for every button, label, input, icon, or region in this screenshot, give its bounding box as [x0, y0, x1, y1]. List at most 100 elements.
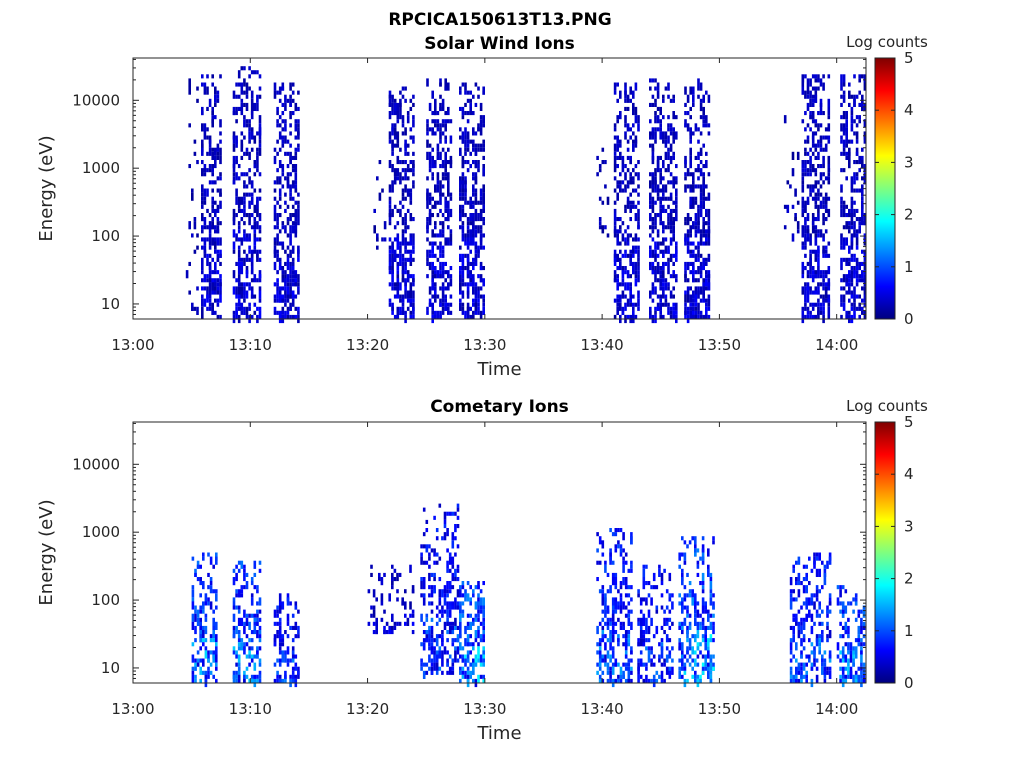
heatmap-cell [482, 233, 485, 238]
heatmap-cell [291, 90, 295, 95]
heatmap-cell [697, 139, 700, 144]
heatmap-cell [232, 270, 236, 279]
heatmap-cell [273, 662, 277, 667]
heatmap-cell [441, 245, 445, 250]
heatmap-cell [813, 601, 816, 610]
heatmap-cell [281, 86, 285, 91]
heatmap-cell [286, 294, 290, 299]
heatmap-cell [601, 225, 605, 234]
heatmap-cell [862, 678, 866, 683]
heatmap-cell [789, 678, 793, 683]
heatmap-cell [801, 164, 805, 169]
heatmap-cell [658, 568, 661, 577]
heatmap-cell [391, 286, 394, 291]
heatmap-cell [441, 536, 444, 541]
heatmap-cell [863, 241, 867, 246]
heatmap-cell [656, 196, 660, 201]
heatmap-cell [632, 90, 635, 99]
heatmap-cell [431, 172, 434, 177]
heatmap-cell [705, 151, 708, 156]
heatmap-cell [705, 298, 708, 303]
heatmap-cell [297, 609, 300, 614]
heatmap-cell [860, 666, 863, 671]
heatmap-cell [201, 257, 204, 266]
heatmap-cell [297, 143, 300, 148]
heatmap-cell [840, 94, 843, 99]
heatmap-cell [839, 585, 842, 590]
heatmap-cell [426, 151, 429, 160]
heatmap-cell [619, 217, 622, 222]
heatmap-cell [656, 278, 660, 283]
heatmap-cell [464, 638, 467, 647]
heatmap-cell [441, 123, 445, 128]
heatmap-cell [629, 98, 632, 103]
heatmap-cell [800, 654, 803, 659]
heatmap-cell [461, 282, 465, 287]
heatmap-cell [232, 180, 236, 185]
heatmap-cell [712, 621, 715, 626]
heatmap-cell [707, 662, 710, 671]
heatmap-cell [273, 82, 277, 91]
heatmap-cell [449, 192, 453, 197]
heatmap-cell [435, 634, 439, 639]
heatmap-cell [808, 638, 811, 643]
heatmap-cell [853, 119, 856, 124]
heatmap-cell [401, 253, 405, 258]
heatmap-cell [191, 192, 194, 201]
heatmap-cell [447, 282, 450, 291]
heatmap-cell [454, 638, 457, 643]
heatmap-cell [855, 266, 859, 271]
heatmap-cell [191, 601, 195, 610]
heatmap-cell [697, 278, 700, 283]
heatmap-cell [814, 94, 818, 103]
heatmap-cell [472, 233, 475, 238]
heatmap-cell [613, 213, 617, 222]
heatmap-cell [652, 662, 656, 667]
heatmap-cell [611, 605, 615, 610]
heatmap-cell [842, 294, 846, 303]
heatmap-cell [616, 233, 619, 238]
heatmap-cell [297, 123, 300, 128]
heatmap-cell [431, 261, 434, 271]
heatmap-cell [624, 654, 628, 659]
heatmap-cell [388, 593, 391, 602]
heatmap-cell [441, 253, 445, 258]
heatmap-cell [404, 601, 407, 606]
heatmap-cell [712, 613, 715, 618]
heatmap-cell [237, 225, 241, 230]
heatmap-cell [215, 634, 218, 643]
heatmap-cell [626, 184, 630, 189]
heatmap-cell [459, 298, 462, 303]
heatmap-cell [253, 172, 257, 177]
heatmap-cell [435, 638, 439, 647]
heatmap-cell [396, 208, 400, 213]
heatmap-cell [428, 143, 432, 148]
heatmap-cell [245, 572, 249, 577]
heatmap-cell [284, 261, 287, 266]
heatmap-cell [409, 261, 413, 266]
heatmap-cell [699, 678, 702, 683]
heatmap-cell [684, 102, 687, 107]
heatmap-cell [240, 642, 244, 651]
heatmap-cell [422, 577, 426, 582]
heatmap-cell [232, 310, 236, 315]
heatmap-cell [422, 662, 426, 667]
heatmap-cell [477, 294, 480, 299]
heatmap-cell [297, 674, 300, 679]
heatmap-cell [671, 658, 674, 663]
heatmap-cell [391, 127, 394, 136]
heatmap-cell [443, 519, 447, 524]
heatmap-cell [841, 674, 845, 679]
heatmap-cell [232, 634, 236, 639]
heatmap-cell [243, 257, 246, 266]
heatmap-cell [696, 609, 700, 618]
heatmap-cell [841, 634, 845, 639]
heatmap-cell [678, 670, 681, 679]
heatmap-cell [672, 237, 675, 242]
heatmap-cell [616, 192, 619, 201]
heatmap-cell [617, 601, 620, 606]
heatmap-cell [245, 270, 249, 275]
heatmap-cell [404, 184, 407, 193]
heatmap-cell [237, 306, 241, 311]
heatmap-cell [451, 540, 455, 549]
